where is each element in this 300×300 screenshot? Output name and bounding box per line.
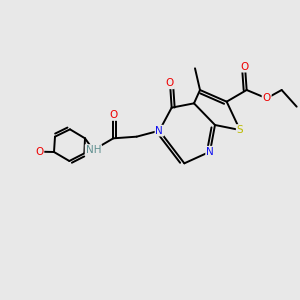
Text: N: N — [155, 126, 163, 136]
Text: O: O — [109, 110, 118, 120]
Text: NH: NH — [85, 145, 101, 155]
Text: N: N — [206, 147, 214, 157]
Text: O: O — [241, 62, 249, 72]
Text: O: O — [262, 93, 271, 103]
Text: S: S — [237, 125, 243, 135]
Text: O: O — [166, 78, 174, 88]
Text: O: O — [35, 147, 44, 157]
